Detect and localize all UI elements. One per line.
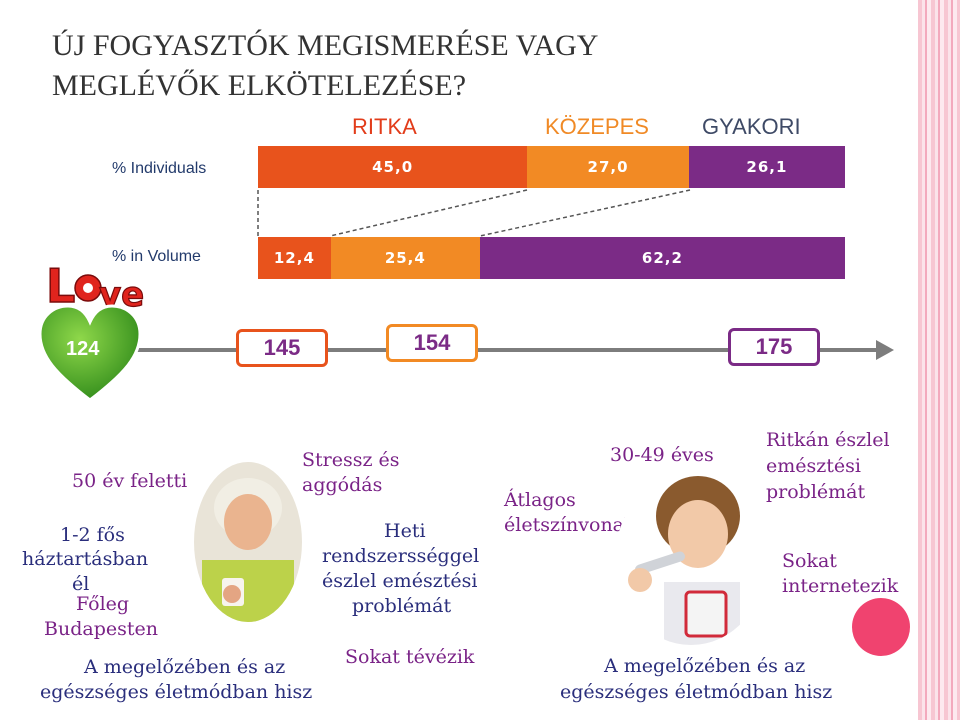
right-digest-3: problémát	[766, 481, 866, 503]
elderly-woman-photo	[192, 460, 304, 624]
right-digest-2: emésztési	[766, 455, 861, 477]
left-digest-3: észlel emésztési	[322, 570, 478, 592]
scale-pill-154: 154	[386, 324, 478, 362]
scale-pill-175: 175	[728, 328, 820, 366]
right-health-1: A megelőzében és az	[604, 655, 806, 677]
bar-individuals-kozepes: 27,0	[527, 146, 689, 188]
left-digest-2: rendszersséggel	[322, 545, 480, 567]
right-internet-2: internetezik	[782, 575, 899, 597]
right-living-1: Átlagos	[504, 489, 576, 511]
left-digest-4: problémát	[352, 595, 452, 617]
left-stress-1: Stressz és	[302, 449, 400, 471]
bar-row-volume: 12,4 25,4 62,2	[258, 237, 845, 279]
bar-volume-kozepes: 25,4	[330, 237, 480, 279]
bar-row-individuals: 45,0 27,0 26,1	[258, 146, 845, 188]
right-digest-1: Ritkán észlel	[766, 429, 890, 451]
arrow-icon	[876, 340, 894, 360]
bar-volume-gyakori: 62,2	[479, 237, 845, 279]
bar-individuals-gyakori: 26,1	[688, 146, 845, 188]
category-kozepes: KÖZEPES	[545, 114, 649, 139]
scale-pill-145: 145	[236, 329, 328, 367]
left-tv: Sokat tévézik	[345, 646, 475, 668]
left-household-3: él	[72, 573, 90, 595]
left-health-1: A megelőzében és az	[84, 656, 286, 678]
left-age: 50 év feletti	[72, 470, 188, 492]
left-city-1: Főleg	[76, 593, 130, 615]
bar-volume-ritka: 12,4	[258, 237, 331, 279]
bar-individuals-ritka: 45,0	[258, 146, 528, 188]
left-health-2: egészséges életmódban hisz	[40, 681, 313, 703]
row-label-individuals: % Individuals	[112, 160, 207, 177]
right-health-2: egészséges életmódban hisz	[560, 681, 833, 703]
decorative-circle	[852, 598, 910, 656]
decorative-stripes	[918, 0, 960, 720]
scale-label-124: 124	[66, 338, 100, 360]
heart-icon: 124	[36, 304, 144, 404]
page-title-line2: MEGLÉVŐK ELKÖTELEZÉSE?	[52, 69, 467, 102]
right-age: 30-49 éves	[610, 444, 714, 466]
category-gyakori: GYAKORI	[702, 114, 801, 139]
left-stress-2: aggódás	[302, 474, 383, 496]
left-household-1: 1-2 fős	[60, 524, 125, 546]
left-household-2: háztartásban	[22, 548, 149, 570]
page-title-line1: ÚJ FOGYASZTÓK MEGISMERÉSE VAGY	[52, 29, 599, 62]
category-ritka: RITKA	[352, 114, 417, 139]
left-city-2: Budapesten	[44, 618, 158, 640]
right-living-2: életszínvonal	[504, 514, 631, 536]
left-digest-1: Heti	[384, 520, 426, 542]
young-woman-photo	[612, 470, 770, 648]
right-internet-1: Sokat	[782, 550, 837, 572]
svg-text:L: L	[46, 259, 75, 313]
row-label-volume: % in Volume	[112, 248, 201, 265]
